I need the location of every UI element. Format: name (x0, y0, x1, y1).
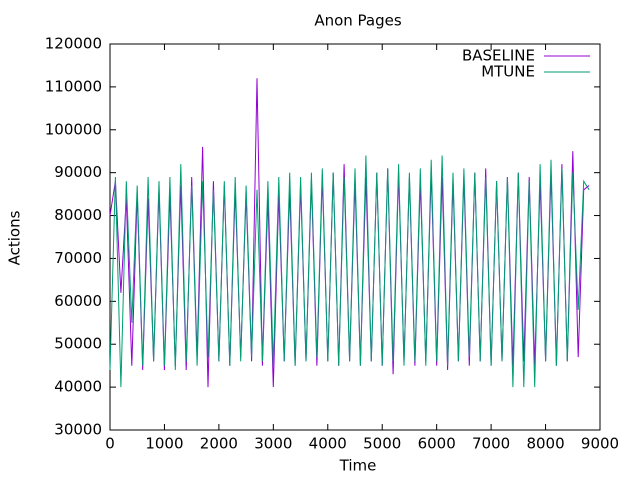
plot-border (109, 43, 601, 431)
legend-label: MTUNE (481, 63, 535, 81)
y-tick-label: 30000 (54, 421, 102, 439)
y-axis-label: Actions (6, 210, 24, 265)
x-tick-label: 3000 (254, 435, 292, 453)
x-tick-label: 8000 (526, 435, 564, 453)
y-tick-label: 100000 (45, 120, 102, 138)
y-tick-label: 110000 (45, 77, 102, 95)
y-tick-label: 40000 (54, 378, 102, 396)
y-tick-label: 70000 (54, 249, 102, 267)
legend-label: BASELINE (462, 47, 535, 65)
y-tick-label: 50000 (54, 335, 102, 353)
chart-title: Anon Pages (314, 12, 402, 30)
y-tick-label: 120000 (45, 35, 102, 53)
series-line (109, 155, 590, 388)
y-tick-label: 60000 (54, 292, 102, 310)
x-tick-label: 4000 (309, 435, 347, 453)
x-axis-label: Time (339, 457, 377, 475)
y-tick-label: 80000 (54, 206, 102, 224)
x-tick-label: 5000 (363, 435, 401, 453)
x-tick-label: 2000 (200, 435, 238, 453)
x-tick-label: 0 (105, 435, 115, 453)
x-tick-label: 7000 (472, 435, 510, 453)
x-tick-label: 1000 (145, 435, 183, 453)
x-tick-label: 9000 (581, 435, 619, 453)
x-tick-label: 6000 (418, 435, 456, 453)
y-tick-label: 90000 (54, 163, 102, 181)
